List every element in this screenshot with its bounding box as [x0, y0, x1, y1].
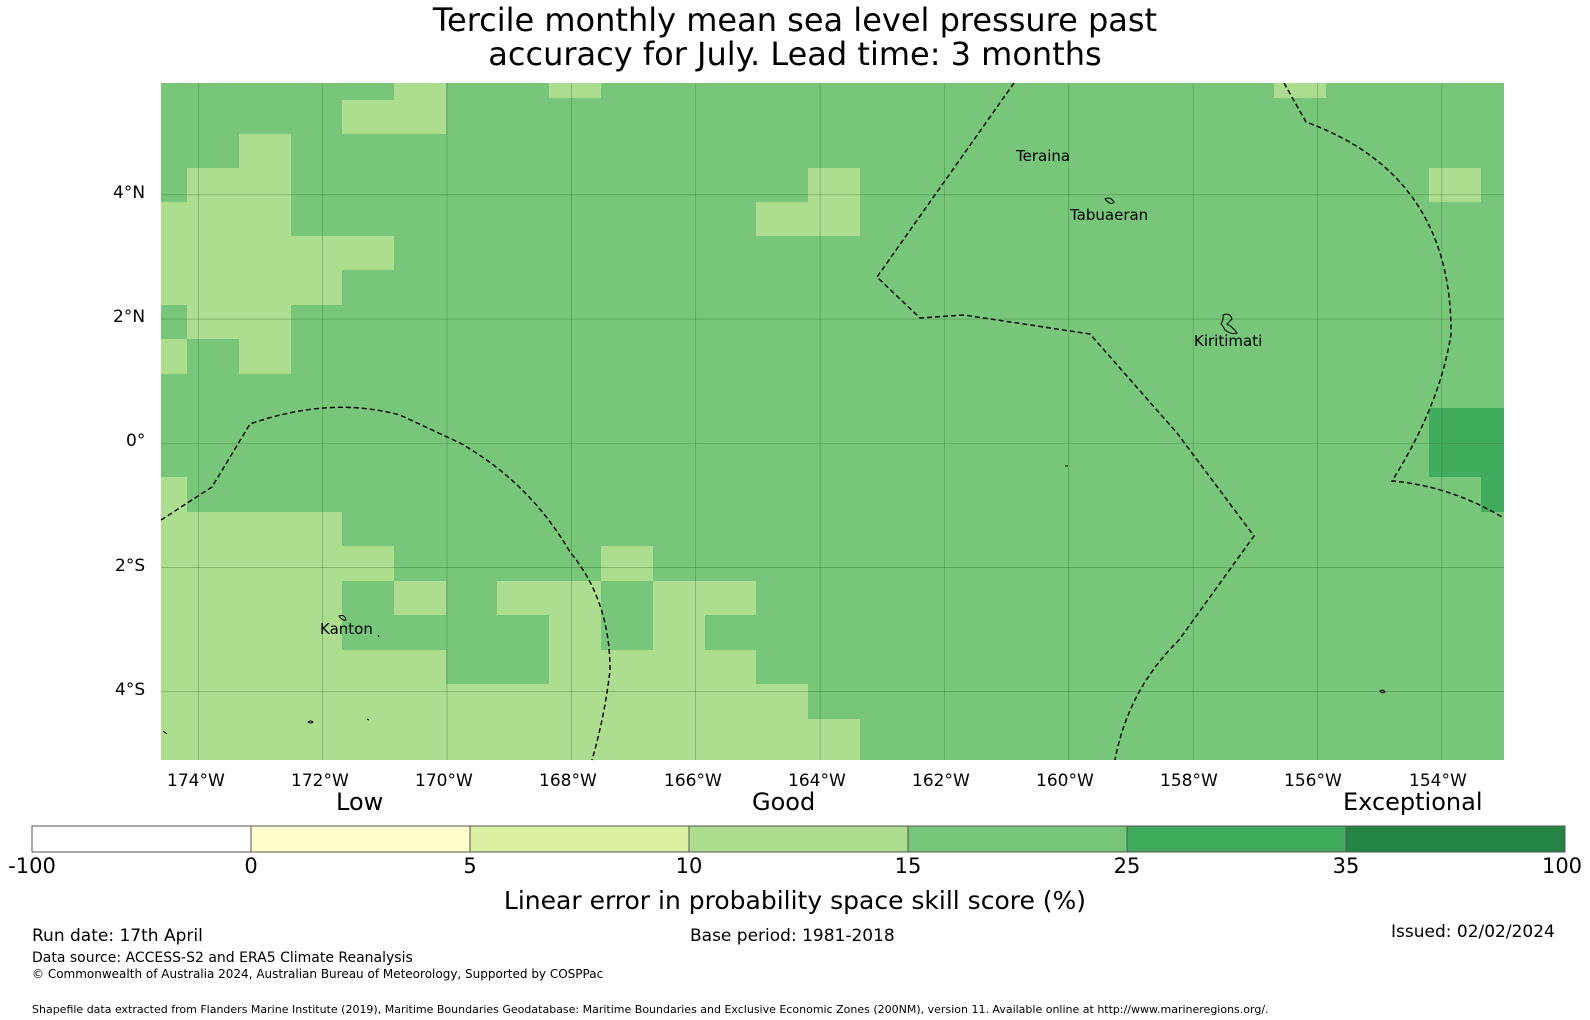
skill-cell: [161, 339, 187, 374]
colorbar-tick: -100: [8, 854, 56, 878]
skill-cell: [394, 581, 446, 615]
skill-cell: [187, 305, 291, 339]
island-kiritimati: [1220, 313, 1238, 335]
lat-tick-label: 2°S: [115, 556, 146, 576]
skill-cell: [161, 236, 394, 270]
colorbar-segment: [31, 825, 252, 853]
lat-tick-label: 0°: [126, 431, 146, 451]
lon-tick-label: 172°W: [291, 771, 349, 791]
copyright: © Commonwealth of Australia 2024, Austra…: [32, 967, 604, 981]
skill-cell: [187, 168, 291, 202]
skill-cell: [549, 615, 601, 650]
skill-cell: [653, 581, 756, 615]
island-small: [1379, 689, 1386, 694]
lon-tick-label: 154°W: [1409, 771, 1467, 791]
run-date: Run date: 17th April: [32, 926, 203, 946]
skill-cell: [239, 134, 291, 168]
skill-cell: [342, 100, 446, 134]
colorbar-segment: [688, 825, 909, 853]
colorbar-label: Linear error in probability space skill …: [503, 886, 1087, 915]
skill-cells-low: [161, 83, 1481, 760]
lon-tick-label: 158°W: [1160, 771, 1218, 791]
island-small: [377, 634, 380, 638]
lon-tick-label: 174°W: [167, 771, 225, 791]
skill-cell: [1274, 83, 1326, 98]
skill-cell: [161, 719, 860, 760]
colorbar-tick: 25: [1113, 854, 1141, 878]
base-period: Base period: 1981-2018: [690, 926, 895, 946]
skill-cell: [1481, 477, 1504, 512]
legend-category-good: Good: [752, 788, 816, 816]
colorbar: [31, 825, 1566, 853]
skill-cell: [394, 83, 446, 100]
skill-cell: [549, 650, 756, 684]
colorbar-segment: [469, 825, 690, 853]
colorbar-tick: 0: [244, 854, 258, 878]
lon-tick-label: 162°W: [912, 771, 970, 791]
colorbar-segment: [250, 825, 471, 853]
lon-tick-label: 160°W: [1036, 771, 1094, 791]
skill-cell: [161, 477, 187, 512]
colorbar-tick: 5: [463, 854, 477, 878]
colorbar-segment: [907, 825, 1128, 853]
place-label-kiritimati: Kiritimati: [1194, 332, 1262, 350]
skill-cell: [497, 581, 601, 615]
colorbar-tick: 10: [675, 854, 703, 878]
eez-boundaries: [160, 82, 1503, 761]
skill-cell: [161, 615, 342, 650]
skill-cell: [161, 684, 808, 719]
skill-cell: [161, 270, 342, 305]
skill-cell: [1429, 168, 1481, 202]
lon-tick-label: 170°W: [415, 771, 473, 791]
skill-cell: [549, 83, 601, 98]
island-kanton: [338, 615, 347, 621]
place-label-kanton: Kanton: [320, 620, 373, 638]
colorbar-segment: [1345, 825, 1566, 853]
lon-tick-label: 168°W: [539, 771, 597, 791]
island-outlines: [162, 197, 1386, 735]
island-small: [162, 730, 168, 735]
skill-cell: [239, 339, 291, 374]
legend-category-exceptional: Exceptional: [1343, 788, 1483, 816]
chart-title-line2: accuracy for July. Lead time: 3 months: [488, 35, 1102, 73]
colorbar-tick: 100: [1541, 854, 1583, 878]
place-label-tabuaeran: Tabuaeran: [1069, 206, 1148, 224]
lon-tick-label: 166°W: [664, 771, 722, 791]
chart-title-line1: Tercile monthly mean sea level pressure …: [432, 1, 1158, 39]
lat-tick-label: 2°N: [113, 307, 146, 327]
skill-cell: [161, 546, 394, 581]
lon-tick-label: 164°W: [788, 771, 846, 791]
eez-boundary-northeast: [1283, 82, 1503, 518]
skill-cell: [161, 202, 291, 236]
eez-boundary-line-islands: [876, 82, 1255, 761]
skill-cells-high: [1429, 408, 1504, 512]
lat-tick-label: 4°S: [115, 680, 146, 700]
island-small: [366, 718, 370, 721]
skill-cell: [161, 581, 342, 615]
lat-tick-label: 4°N: [113, 183, 146, 203]
data-source: Data source: ACCESS-S2 and ERA5 Climate …: [32, 950, 413, 966]
colorbar-tick: 35: [1332, 854, 1360, 878]
lon-tick-label: 156°W: [1284, 771, 1342, 791]
shapefile-credit: Shapefile data extracted from Flanders M…: [32, 1003, 1269, 1016]
skill-cell: [653, 615, 705, 650]
issued-date: Issued: 02/02/2024: [1391, 922, 1555, 942]
colorbar-tick: 15: [894, 854, 922, 878]
legend-category-low: Low: [336, 788, 384, 816]
skill-cell: [601, 546, 653, 581]
place-label-teraina: Teraina: [1015, 147, 1070, 165]
island-small: [307, 720, 314, 724]
colorbar-segment: [1126, 825, 1347, 853]
skill-cell: [808, 168, 860, 202]
skill-cell: [756, 202, 860, 236]
eez-boundary-phoenix: [160, 406, 611, 761]
skill-cell: [161, 650, 446, 684]
skill-cell: [161, 512, 342, 546]
island-tabuaeran: [1104, 197, 1115, 204]
graticule: [161, 83, 1504, 760]
skill-cell: [1429, 408, 1504, 477]
